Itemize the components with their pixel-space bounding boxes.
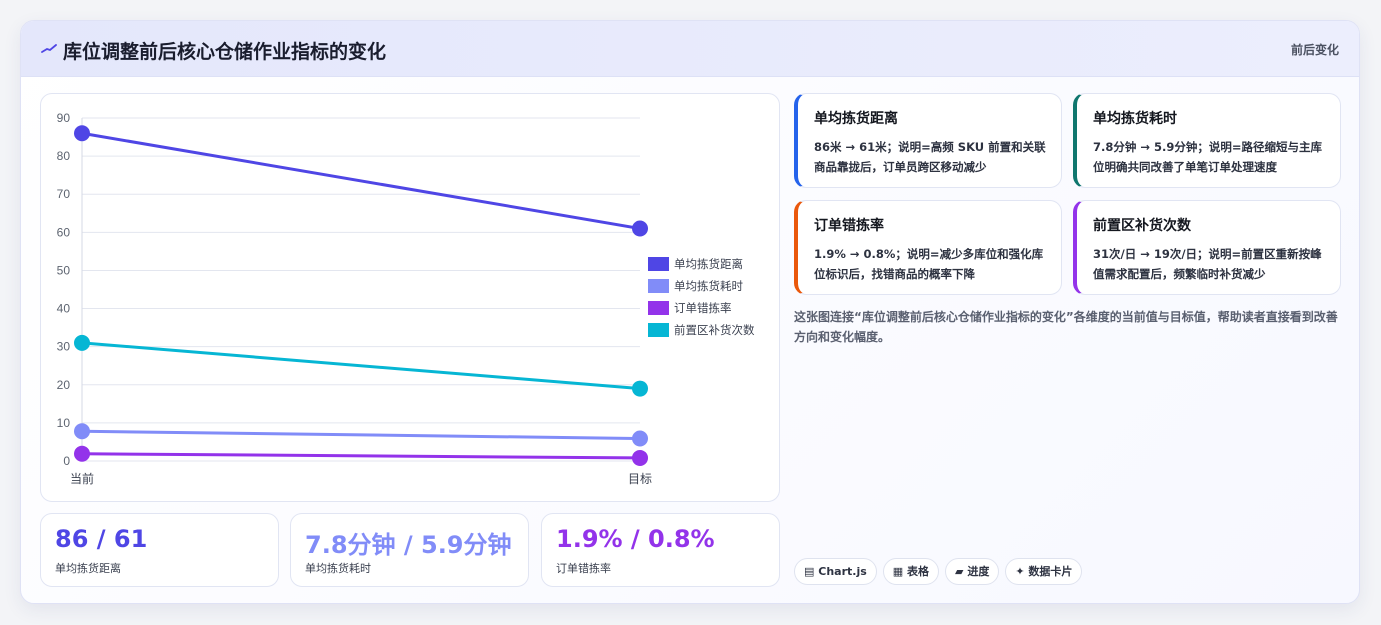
trend-icon	[41, 44, 57, 53]
metric-desc: 31次/日 → 19次/日；说明=前置区重新按峰值需求配置后，频繁临时补货减少	[1093, 247, 1322, 281]
y-tick-label: 50	[57, 263, 71, 277]
metric-title: 前置区补货次数	[1093, 218, 1191, 234]
table-icon: ▦	[892, 565, 904, 578]
metric-title: 单均拣货距离	[814, 111, 898, 127]
legend-label: 单均拣货距离	[674, 257, 743, 271]
y-tick-label: 40	[57, 302, 71, 316]
series-line	[81, 429, 641, 441]
chart-note: 这张图连接“库位调整前后核心仓储作业指标的变化”各维度的当前值与目标值，帮助读者…	[794, 310, 1338, 344]
card-header: 库位调整前后核心仓储作业指标的变化 前后变化	[21, 21, 1359, 77]
stat-label: 单均拣货距离	[55, 562, 121, 575]
metric-card-replenish: 前置区补货次数 31次/日 → 19次/日；说明=前置区重新按峰值需求配置后，频…	[1073, 200, 1341, 295]
metric-desc: 7.8分钟 → 5.9分钟；说明=路径缩短与主库位明确共同改善了单笔订单处理速度	[1093, 140, 1323, 174]
data-point	[74, 334, 90, 351]
metric-card-distance: 单均拣货距离 86米 → 61米；说明=高频 SKU 前置和关联商品靠拢后，订单…	[794, 93, 1062, 188]
data-point	[632, 220, 648, 237]
tag-label: 数据卡片	[1028, 565, 1073, 578]
stat-card-error-rate: 1.9% / 0.8% 订单错拣率	[541, 513, 780, 587]
data-point	[632, 380, 648, 397]
legend-swatch	[648, 301, 669, 315]
tag-table[interactable]: ▦ 表格	[882, 558, 940, 585]
legend-label: 前置区补货次数	[674, 323, 755, 337]
progress-icon: ▰	[955, 565, 964, 578]
y-tick-label: 30	[57, 340, 71, 354]
page-title: 库位调整前后核心仓储作业指标的变化	[63, 41, 387, 63]
y-tick-label: 70	[57, 187, 71, 201]
series-line	[81, 131, 641, 231]
stat-card-time: 7.8分钟 / 5.9分钟 单均拣货耗时	[290, 513, 529, 587]
y-tick-label: 0	[63, 454, 70, 468]
y-tick-label: 60	[57, 225, 71, 239]
data-point	[632, 449, 648, 466]
y-tick-label: 80	[57, 149, 71, 163]
metric-desc: 86米 → 61米；说明=高频 SKU 前置和关联商品靠拢后，订单员跨区移动减少	[814, 140, 1046, 174]
line-chart-panel: 0 10 20 30 40 50 60 70 80 90 当前 目标 单均拣货距离 单均拣货耗时 订单错拣率…	[40, 93, 780, 502]
line-chart: 0 10 20 30 40 50 60 70 80 90 当前 目标 单均拣货距离单均拣货耗时订单错拣率…	[57, 111, 755, 486]
sparkle-icon: ✦	[1015, 565, 1025, 578]
legend-swatch	[648, 279, 669, 293]
metric-card-error-rate: 订单错拣率 1.9% → 0.8%；说明=减少多库位和强化库位标识后，找错商品的…	[794, 200, 1062, 295]
legend-swatch	[648, 323, 669, 337]
data-point	[632, 430, 648, 447]
legend-swatch	[648, 257, 669, 271]
y-tick-label: 90	[57, 111, 71, 125]
tag-label: 表格	[907, 565, 930, 578]
tag-chartjs[interactable]: ▤ Chart.js	[794, 558, 877, 585]
stat-label: 订单错拣率	[556, 562, 611, 575]
metric-title: 订单错拣率	[814, 218, 884, 234]
metric-card-time: 单均拣货耗时 7.8分钟 → 5.9分钟；说明=路径缩短与主库位明确共同改善了单…	[1073, 93, 1341, 188]
legend-label: 订单错拣率	[674, 301, 732, 315]
series-line	[81, 452, 641, 460]
tag-label: 进度	[967, 565, 990, 578]
header-tag: 前后变化	[1290, 43, 1339, 57]
x-tick-label: 目标	[628, 472, 652, 486]
series-line	[81, 341, 641, 391]
metric-desc: 1.9% → 0.8%；说明=减少多库位和强化库位标识后，找错商品的概率下降	[814, 247, 1044, 281]
chart-icon: ▤	[804, 565, 815, 578]
tech-tags: ▤ Chart.js ▦ 表格 ▰ 进度 ✦ 数据卡片	[794, 558, 1088, 586]
stat-value: 1.9% / 0.8%	[556, 525, 715, 553]
legend-label: 单均拣货耗时	[674, 279, 743, 293]
x-tick-label: 当前	[70, 471, 94, 486]
metric-title: 单均拣货耗时	[1093, 111, 1177, 127]
tag-progress[interactable]: ▰ 进度	[945, 558, 1000, 585]
dashboard-card: 库位调整前后核心仓储作业指标的变化 前后变化 0 10 20 30 40 50 60 70 80…	[20, 20, 1360, 604]
y-tick-label: 20	[57, 378, 71, 392]
data-point	[74, 423, 90, 440]
tag-data-card[interactable]: ✦ 数据卡片	[1005, 558, 1083, 585]
data-point	[74, 125, 90, 142]
tag-label: Chart.js	[818, 565, 867, 578]
stat-card-distance: 86 / 61 单均拣货距离	[40, 513, 279, 587]
stat-label: 单均拣货耗时	[305, 562, 371, 575]
stat-value: 7.8分钟 / 5.9分钟	[305, 531, 512, 559]
stat-value: 86 / 61	[55, 525, 148, 553]
y-tick-label: 10	[57, 416, 71, 430]
data-point	[74, 445, 90, 462]
